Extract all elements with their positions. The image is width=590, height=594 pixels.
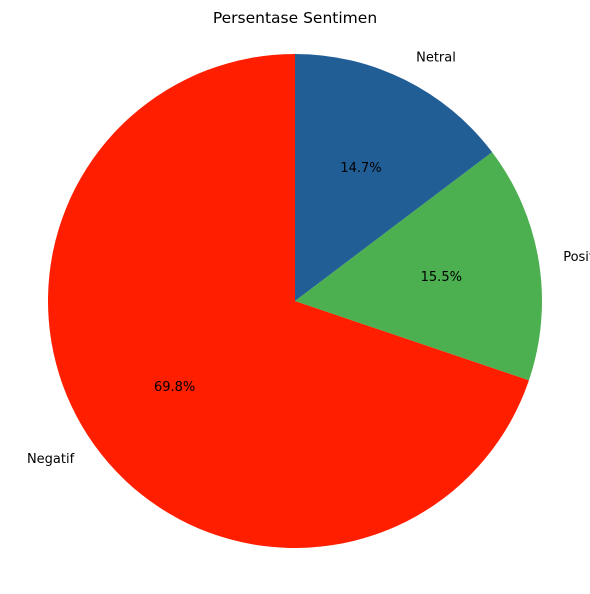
pie-slice-netral bbox=[295, 54, 493, 301]
slice-label-netral: Netral bbox=[416, 50, 456, 65]
slice-percent-positif: 15.5% bbox=[421, 270, 462, 285]
pie-labels: Negatif 69.8% Positif 15.5% Netral 14.7% bbox=[27, 50, 590, 467]
chart-title: Persentase Sentimen bbox=[213, 9, 377, 27]
pie-slice-positif bbox=[295, 152, 542, 381]
pie-slices bbox=[47, 54, 542, 549]
pie-slice-negatif bbox=[47, 54, 529, 549]
slice-percent-negatif: 69.8% bbox=[154, 380, 195, 395]
slice-label-positif: Positif bbox=[563, 250, 590, 265]
slice-percent-netral: 14.7% bbox=[340, 161, 381, 176]
slice-label-negatif: Negatif bbox=[27, 452, 75, 467]
